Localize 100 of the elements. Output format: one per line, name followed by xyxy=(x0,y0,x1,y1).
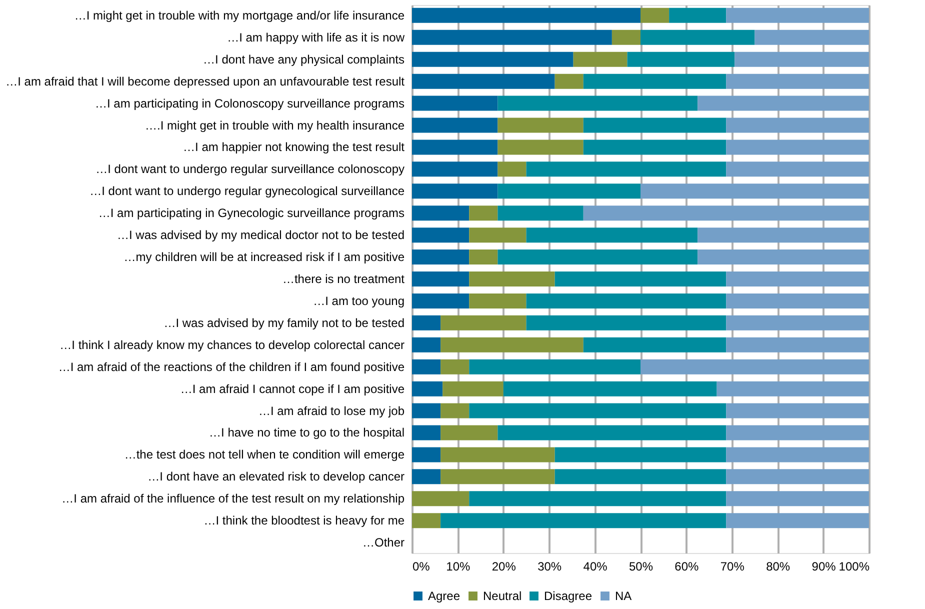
y-tick-label: …I am afraid that I will become depressed upon an unfavourable test result xyxy=(6,74,406,88)
bar xyxy=(412,513,441,528)
x-tick-label: 10% xyxy=(446,560,471,574)
bar xyxy=(412,381,443,396)
bar xyxy=(469,491,726,506)
bar xyxy=(412,491,470,506)
bar xyxy=(726,403,869,418)
x-tick-label: 20% xyxy=(492,560,516,574)
y-tick-label: …I dont want to undergo regular surveillance colonoscopy xyxy=(96,162,404,176)
bar xyxy=(412,8,640,23)
bar xyxy=(726,337,869,352)
bar xyxy=(498,96,698,111)
x-tick-label: 100% xyxy=(838,560,870,574)
bar xyxy=(412,359,441,374)
bar xyxy=(412,425,441,440)
bar xyxy=(412,228,470,243)
bar xyxy=(754,30,869,45)
bar xyxy=(440,425,498,440)
bar xyxy=(412,52,574,67)
bar xyxy=(469,206,498,221)
bar xyxy=(526,162,726,177)
bar xyxy=(726,447,869,462)
y-tick-label: …I think the bloodtest is heavy for me xyxy=(204,514,405,528)
bar xyxy=(412,250,470,265)
x-tick-label: 0% xyxy=(412,560,430,574)
bar xyxy=(612,30,640,45)
bar xyxy=(640,359,869,374)
x-tick-label: 90% xyxy=(812,560,836,574)
bar xyxy=(698,228,869,243)
bar xyxy=(412,315,441,330)
y-tick-label: …I dont have an elevated risk to develop cancer xyxy=(148,470,404,484)
bar xyxy=(412,96,498,111)
bar xyxy=(498,206,584,221)
bar xyxy=(698,250,869,265)
bar xyxy=(440,315,526,330)
y-tick-label: …there is no treatment xyxy=(282,272,406,286)
y-tick-label: …I am afraid of the influence of the test result on my relationship xyxy=(62,492,405,506)
bar xyxy=(412,337,441,352)
y-tick-label: …I am happy with life as it is now xyxy=(227,30,405,44)
y-tick-label: …I am afraid to lose my job xyxy=(258,404,405,418)
y-tick-label: …I am afraid of the reactions of the children if I am found positive xyxy=(58,360,405,374)
bar xyxy=(698,96,869,111)
bar xyxy=(442,381,504,396)
x-tick-label: 80% xyxy=(766,560,790,574)
bar xyxy=(498,140,584,155)
bar xyxy=(726,272,869,286)
bar xyxy=(469,293,526,308)
bar xyxy=(412,403,441,418)
bar xyxy=(412,293,470,308)
bar xyxy=(554,272,726,286)
y-tick-label: …I am participating in Gynecologic surveillance programs xyxy=(98,206,404,220)
bar xyxy=(440,447,555,462)
bar xyxy=(440,469,555,484)
bar xyxy=(503,381,717,396)
bar xyxy=(726,8,869,23)
bar xyxy=(640,30,755,45)
bar xyxy=(726,425,869,440)
y-tick-label: ….I might get in trouble with my health insurance xyxy=(145,118,405,132)
y-tick-label: …I am too young xyxy=(313,294,404,308)
bar xyxy=(726,469,869,484)
bar xyxy=(526,228,698,243)
bar xyxy=(726,315,869,330)
bar xyxy=(440,403,470,418)
bar xyxy=(498,425,726,440)
bar xyxy=(412,30,612,45)
bar xyxy=(412,272,470,286)
y-tick-label: …I am afraid I cannot cope if I am positive xyxy=(180,382,405,396)
bar xyxy=(583,140,726,155)
legend-label: Agree xyxy=(428,589,460,603)
x-tick-label: 30% xyxy=(538,560,562,574)
y-tick-label: …I dont have any physical complaints xyxy=(203,52,404,66)
bar xyxy=(573,52,628,67)
bar xyxy=(554,469,726,484)
bar xyxy=(726,491,869,506)
bar xyxy=(412,184,498,199)
bar xyxy=(498,250,698,265)
bar xyxy=(726,162,869,177)
y-tick-label: …I dont want to undergo regular gynecological surveillance xyxy=(90,184,405,198)
bar xyxy=(469,228,526,243)
bar xyxy=(469,250,498,265)
x-tick-label: 60% xyxy=(674,560,700,574)
bar xyxy=(716,381,869,396)
y-tick-label: …the test does not tell when te condition will emerge xyxy=(124,448,405,462)
bar xyxy=(469,272,555,286)
bar xyxy=(412,118,498,133)
bar xyxy=(469,403,726,418)
x-tick-label: 70% xyxy=(720,560,745,574)
bar xyxy=(640,8,670,23)
bar xyxy=(554,447,726,462)
bar xyxy=(726,140,869,155)
bar xyxy=(726,513,869,528)
bar xyxy=(526,315,726,330)
bar xyxy=(440,513,726,528)
y-tick-label: …I was advised by my family not to be tested xyxy=(164,316,404,330)
bar xyxy=(583,337,726,352)
y-tick-label: …I am happier not knowing the test result xyxy=(183,140,406,154)
y-tick-label: …my children will be at increased risk if I am positive xyxy=(124,250,405,264)
bar xyxy=(583,118,726,133)
bar xyxy=(498,118,584,133)
bar xyxy=(412,140,498,155)
